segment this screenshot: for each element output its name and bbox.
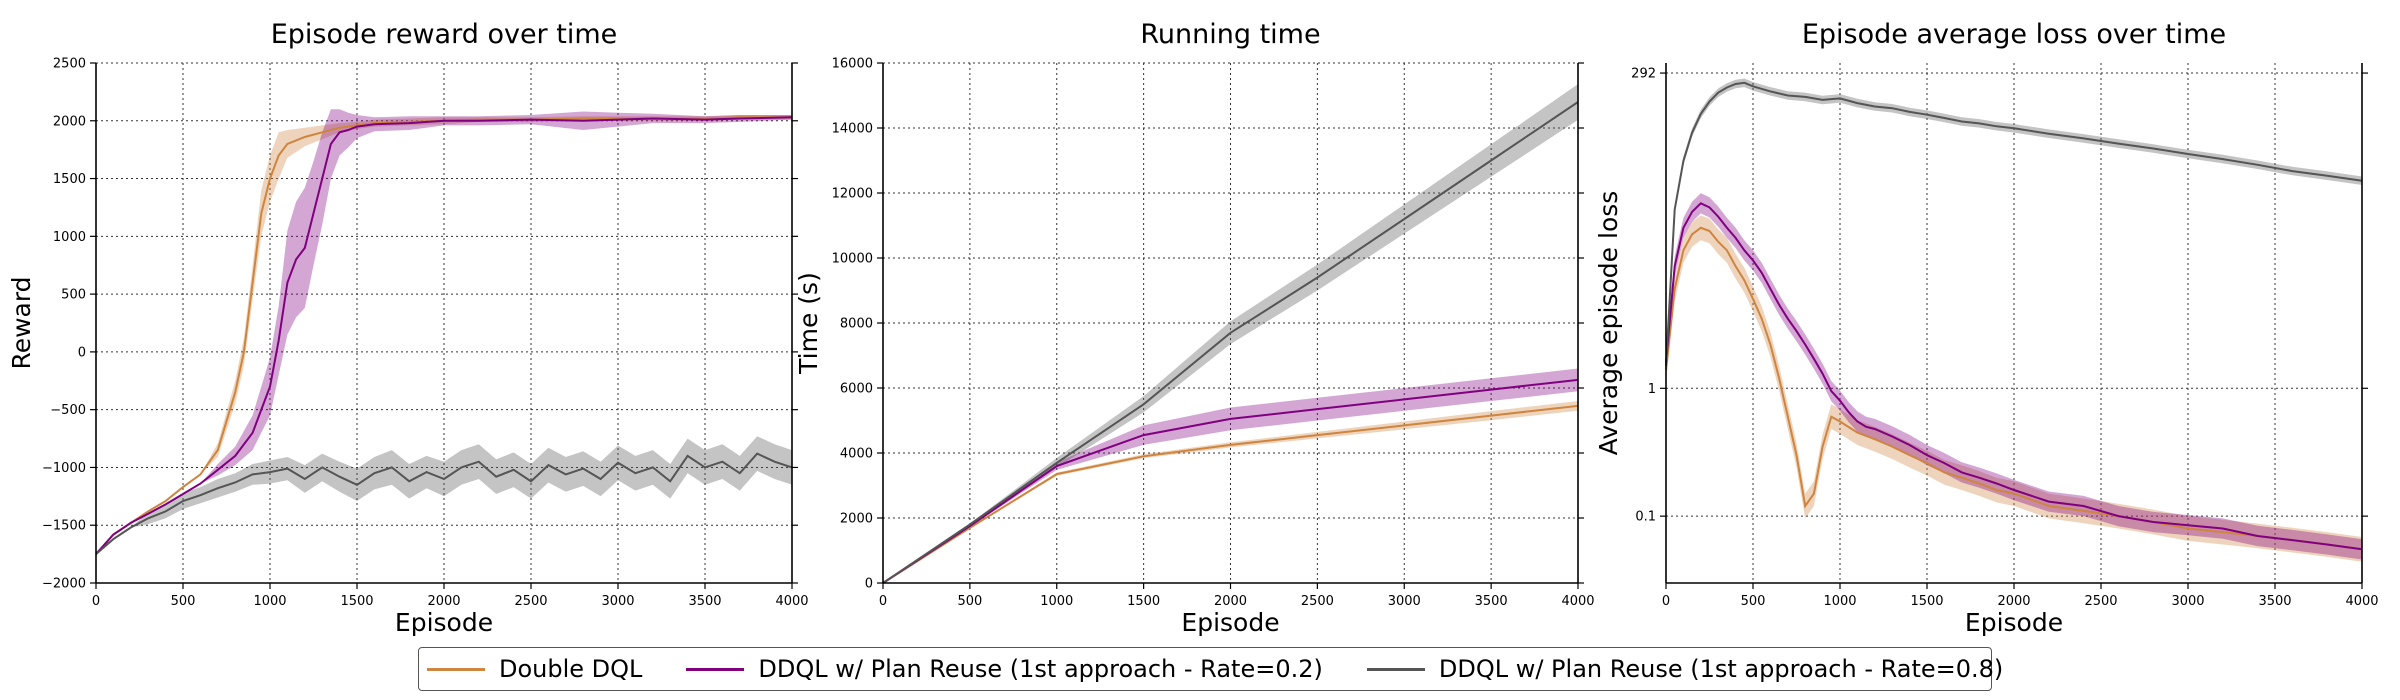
y-tick-label: 1 xyxy=(1648,382,1656,397)
x-tick-label: 1500 xyxy=(1127,594,1160,609)
y-tick-label: −1000 xyxy=(42,461,86,476)
x-tick-label: 2500 xyxy=(2084,594,2117,609)
y-tick-label: 2000 xyxy=(840,512,873,527)
y-tick-label: 2500 xyxy=(53,57,86,72)
legend-item-double-dql: Double DQL xyxy=(427,655,642,683)
line-reward-ddql-w-plan-reuse-1st-approach-rate-0-8 xyxy=(95,452,793,555)
x-tick-label: 1500 xyxy=(340,594,373,609)
x-tick-label: 3000 xyxy=(601,594,634,609)
x-tick-label: 3000 xyxy=(2171,594,2204,609)
line-reward-double-dql xyxy=(95,116,792,555)
x-tick-label: 2000 xyxy=(427,594,460,609)
x-tick-label: 3000 xyxy=(1388,594,1421,609)
x-tick-label: 0 xyxy=(879,594,887,609)
y-tick-label: 0.1 xyxy=(1635,510,1656,525)
reward-y-axis-label: Reward xyxy=(7,276,36,369)
x-tick-label: 3500 xyxy=(1475,594,1508,609)
line-running-time-double-dql xyxy=(882,404,1579,584)
legend-item-rate-02: DDQL w/ Plan Reuse (1st approach - Rate=… xyxy=(686,655,1323,683)
legend-swatch-rate-02 xyxy=(686,667,745,671)
line-loss-ddql-w-plan-reuse-1st-approach-rate-0-2 xyxy=(1665,202,2363,551)
y-tick-label: 16000 xyxy=(832,57,873,72)
x-tick-label: 3500 xyxy=(688,594,721,609)
x-tick-label: 500 xyxy=(957,594,982,609)
line-running-time-ddql-w-plan-reuse-1st-approach-rate-0-2 xyxy=(882,378,1579,584)
band-reward-ddql-w-plan-reuse-1st-approach-rate-0-8 xyxy=(96,436,792,555)
x-tick-label: 4000 xyxy=(2345,594,2378,609)
x-tick-label: 1500 xyxy=(1910,594,1943,609)
x-tick-label: 1000 xyxy=(1040,594,1073,609)
x-tick-label: 3500 xyxy=(2258,594,2291,609)
band-running-time-ddql-w-plan-reuse-1st-approach-rate-0-2 xyxy=(883,368,1578,583)
loss-y-axis-label: Average episode loss xyxy=(1594,191,1623,456)
running-time-chart-title: Running time xyxy=(1140,19,1320,50)
x-tick-label: 500 xyxy=(171,594,196,609)
y-tick-label: −2000 xyxy=(42,577,86,592)
running-time-x-axis-label: Episode xyxy=(1181,608,1279,637)
y-tick-label: 14000 xyxy=(832,122,873,137)
reward-panel: 0 500 1000 1500 2000 2500 3000 3500 4000 −2000 −15… xyxy=(7,19,809,637)
y-tick-label: 6000 xyxy=(840,382,873,397)
line-reward-ddql-w-plan-reuse-1st-approach-rate-0-2 xyxy=(95,116,793,555)
y-tick-label: 0 xyxy=(78,345,86,360)
x-tick-label: 1000 xyxy=(1823,594,1856,609)
x-tick-label: 2500 xyxy=(1301,594,1334,609)
x-tick-label: 0 xyxy=(92,594,100,609)
y-tick-label: 292 xyxy=(1631,67,1656,82)
x-tick-label: 0 xyxy=(1662,594,1670,609)
line-running-time-ddql-w-plan-reuse-1st-approach-rate-0-8 xyxy=(882,101,1579,584)
loss-panel: 0 500 1000 1500 2000 2500 3000 3500 4000 0.1 1 292 E… xyxy=(1594,19,2379,637)
x-tick-label: 4000 xyxy=(1561,594,1594,609)
y-tick-label: −500 xyxy=(50,403,86,418)
x-tick-label: 2000 xyxy=(1997,594,2030,609)
running-time-y-axis-label: Time (s) xyxy=(794,272,823,375)
y-tick-label: 8000 xyxy=(840,317,873,332)
x-tick-label: 500 xyxy=(1741,594,1766,609)
loss-x-axis-label: Episode xyxy=(1965,608,2063,637)
y-tick-label: 1500 xyxy=(53,172,86,187)
running-time-panel: 0 500 1000 1500 2000 2500 3000 3500 4000 0 2000 400… xyxy=(794,19,1595,637)
legend-label-rate-02: DDQL w/ Plan Reuse (1st approach - Rate=… xyxy=(758,655,1323,683)
y-tick-label: 10000 xyxy=(832,252,873,267)
legend: Double DQL DDQL w/ Plan Reuse (1st appro… xyxy=(418,647,2003,691)
y-tick-label: 1000 xyxy=(53,230,86,245)
reward-chart-title: Episode reward over time xyxy=(271,19,618,50)
y-tick-label: −1500 xyxy=(42,519,86,534)
band-loss-ddql-w-plan-reuse-1st-approach-rate-0-2 xyxy=(1666,193,2362,560)
y-tick-label: 2000 xyxy=(53,114,86,129)
x-tick-label: 4000 xyxy=(775,594,808,609)
legend-label-double-dql: Double DQL xyxy=(499,655,643,683)
legend-swatch-double-dql xyxy=(427,667,485,671)
x-tick-label: 2500 xyxy=(514,594,547,609)
reward-x-axis-label: Episode xyxy=(395,608,493,637)
x-tick-label: 1000 xyxy=(253,594,286,609)
line-loss-ddql-w-plan-reuse-1st-approach-rate-0-8 xyxy=(1665,81,2363,366)
y-tick-label: 500 xyxy=(61,288,86,303)
legend-label-rate-08: DDQL w/ Plan Reuse (1st approach - Rate=… xyxy=(1438,655,2004,683)
y-tick-label: 12000 xyxy=(832,187,873,202)
band-loss-double-dql xyxy=(1666,215,2362,562)
legend-swatch-rate-08 xyxy=(1366,667,1425,671)
y-tick-label: 0 xyxy=(865,577,873,592)
legend-item-rate-08: DDQL w/ Plan Reuse (1st approach - Rate=… xyxy=(1366,655,2004,683)
band-loss-ddql-w-plan-reuse-1st-approach-rate-0-8 xyxy=(1666,78,2362,370)
y-tick-label: 4000 xyxy=(840,447,873,462)
loss-chart-title: Episode average loss over time xyxy=(1802,19,2226,50)
x-tick-label: 2000 xyxy=(1214,594,1247,609)
